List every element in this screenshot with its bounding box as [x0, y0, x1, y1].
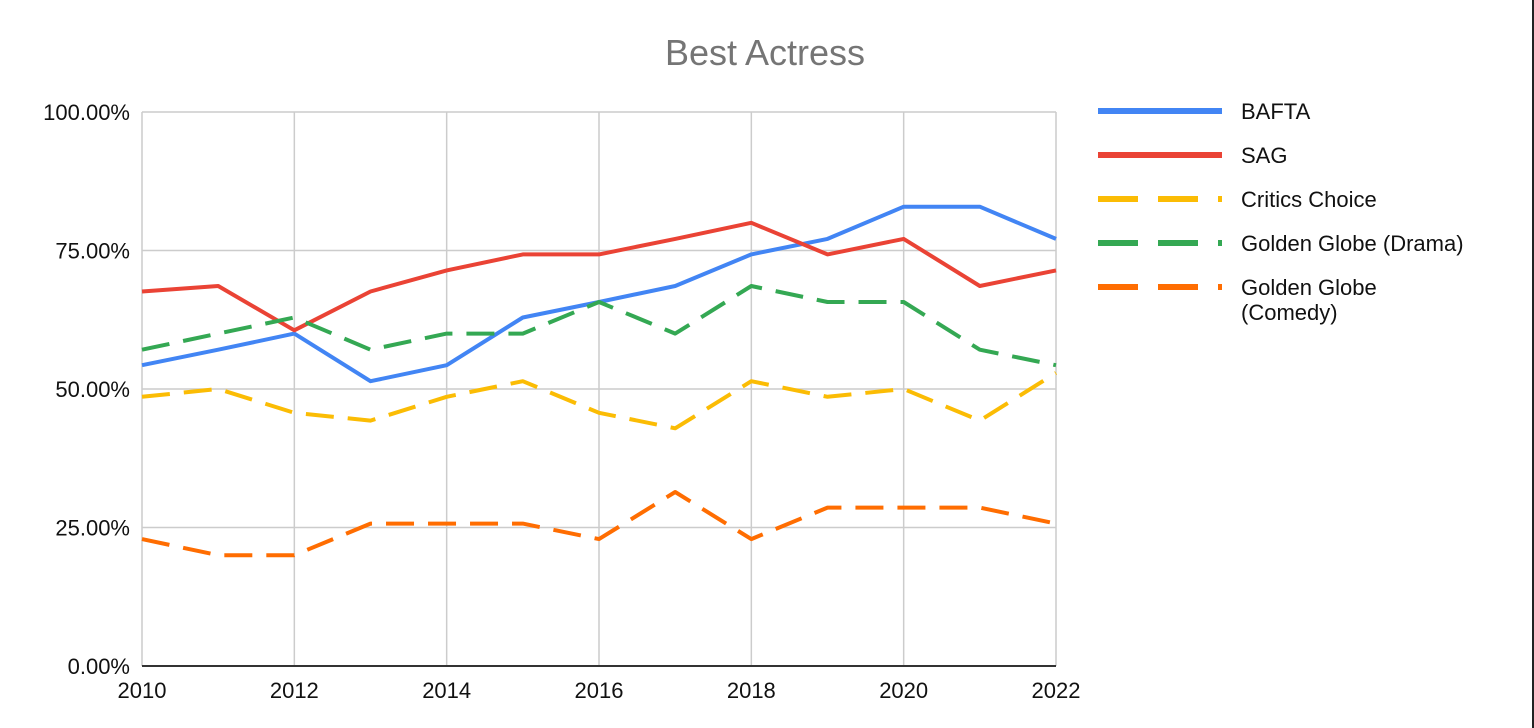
chart-title: Best Actress [665, 32, 865, 73]
series-line-critics-choice [141, 371, 1058, 431]
legend-label-sag: SAG [1241, 143, 1287, 168]
legend-label-critics-choice: Critics Choice [1241, 187, 1377, 212]
grid [141, 111, 1057, 666]
axes: 0.00% 25.00% 50.00% 75.00% 100.00% 2010 2012 20… [43, 100, 1080, 703]
x-tick-label: 2010 [118, 678, 167, 703]
legend-label-bafta: BAFTA [1241, 99, 1311, 124]
series-line-golden-globe-comedy [141, 490, 1057, 558]
series-layer [141, 204, 1058, 558]
frame-edge [1532, 0, 1534, 728]
legend: BAFTA SAG Critics Choice Golden Globe (Dram… [1098, 99, 1464, 325]
y-tick-label: 100.00% [43, 100, 130, 125]
legend-label-golden-globe-drama: Golden Globe (Drama) [1241, 231, 1464, 256]
x-tick-label: 2012 [270, 678, 319, 703]
y-tick-label: 75.00% [55, 239, 130, 264]
series-line-golden-globe-drama [141, 284, 1057, 368]
y-tick-label: 50.00% [55, 377, 130, 402]
y-tick-label: 0.00% [68, 654, 130, 679]
x-tick-label: 2014 [422, 678, 471, 703]
legend-label-golden-globe-comedy: Golden Globe (Comedy) [1241, 275, 1377, 325]
y-tick-label: 25.00% [55, 516, 130, 541]
series-line-sag [141, 220, 1057, 333]
x-tick-label: 2022 [1032, 678, 1081, 703]
x-tick-label: 2016 [575, 678, 624, 703]
x-tick-label: 2018 [727, 678, 776, 703]
x-tick-label: 2020 [879, 678, 928, 703]
